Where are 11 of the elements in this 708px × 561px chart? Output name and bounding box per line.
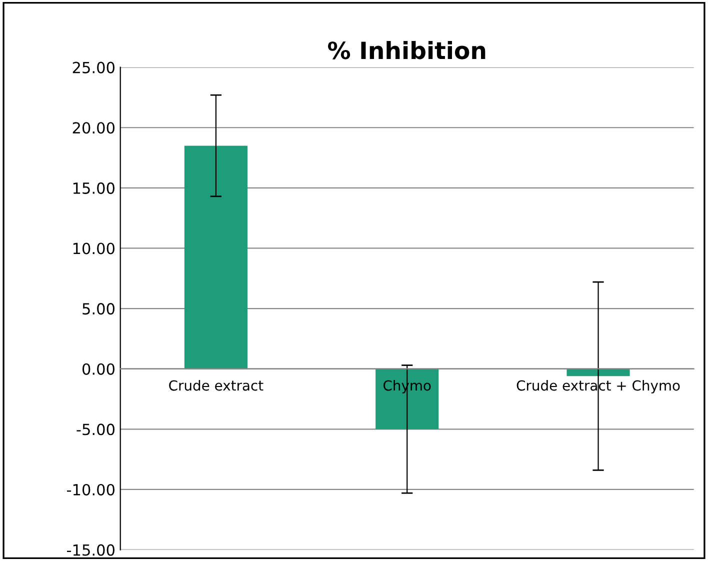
y-tick-label: 20.00 xyxy=(72,122,114,134)
y-tick-label: 5.00 xyxy=(82,303,114,315)
x-tick-label: Crude extract xyxy=(169,380,264,391)
y-tick-label: 25.00 xyxy=(72,62,114,74)
y-tick-label: 0.00 xyxy=(82,363,114,375)
y-tick-label: 10.00 xyxy=(73,242,114,254)
chart-title: % Inhibition xyxy=(328,41,486,60)
y-tick-label: -10.00 xyxy=(66,484,114,496)
y-tick-label: -15.00 xyxy=(66,544,114,556)
y-tick-label: 15.00 xyxy=(73,182,114,194)
y-tick-label: -5.00 xyxy=(76,424,114,436)
